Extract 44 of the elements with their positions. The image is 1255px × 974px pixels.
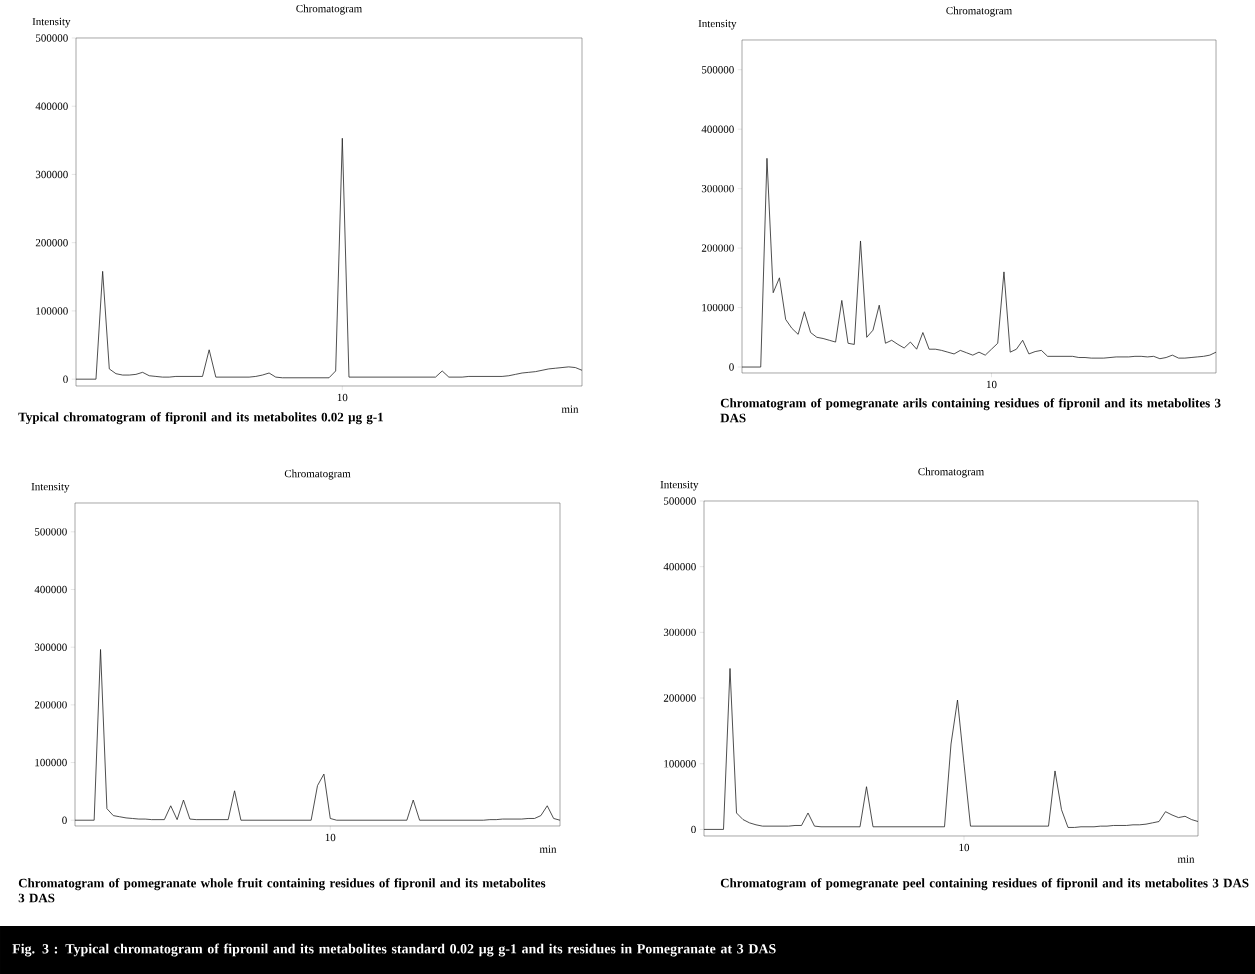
y-tick-label: 200000 <box>34 701 67 709</box>
y-tick-label: 300000 <box>663 628 696 637</box>
y-tick-label: 400000 <box>34 585 67 594</box>
text: Chromatogram of pomegranate peel containing residues of fipronil and its metabolites 3 DAS <box>720 878 1249 891</box>
text: Chromatogram of pomegranate arils containing residues of fipronil and its metabolites 3 DAS <box>720 398 1221 423</box>
y-tick-label: 300000 <box>34 643 67 651</box>
y-tick-label: 100000 <box>702 303 734 312</box>
y-tick-label: 100000 <box>664 760 696 768</box>
x-tick-label: 10 <box>337 393 348 402</box>
y-axis-title: Intensity <box>32 17 71 28</box>
y-tick-label: 0 <box>691 825 696 834</box>
x-axis-title: min <box>561 405 579 413</box>
y-tick-label: 200000 <box>663 694 696 702</box>
y-axis-title: Intensity <box>31 482 70 493</box>
y-tick-label: 0 <box>729 363 734 371</box>
y-tick-label: 400000 <box>701 125 734 133</box>
chart-title: Chromatogram <box>946 6 1013 17</box>
chart-title: Chromatogram <box>284 469 351 480</box>
x-axis-title: min <box>539 845 557 853</box>
x-tick-label: 10 <box>986 380 997 389</box>
y-tick-label: 0 <box>62 816 67 824</box>
y-tick-label: 100000 <box>36 307 68 315</box>
y-tick-label: 0 <box>63 375 68 383</box>
y-tick-label: 500000 <box>36 34 68 42</box>
x-tick-label: 10 <box>959 843 970 852</box>
caption: Fig. 3 : Typical chromatogram of fipronil and its metabolites standard 0.02 µg g-1 and its residues in Pomegranate at 3 DAS <box>12 943 776 957</box>
y-tick-label: 400000 <box>35 102 68 110</box>
y-tick-label: 400000 <box>663 562 696 571</box>
text: Typical chromatogram of fipronil and its metabolites 0.02 µg g-1 <box>18 412 383 425</box>
x-axis-title: min <box>1177 855 1195 863</box>
y-tick-label: 500000 <box>35 528 67 536</box>
y-axis-title: Intensity <box>698 19 737 30</box>
y-tick-label: 100000 <box>35 758 67 767</box>
y-tick-label: 300000 <box>701 184 734 193</box>
y-tick-label: 500000 <box>664 497 696 505</box>
chart-title: Chromatogram <box>918 467 985 478</box>
text: Chromatogram of pomegranate whole fruit containing residues of fipronil and its metabolites 3 DAS <box>18 878 546 903</box>
y-tick-label: 500000 <box>702 66 734 74</box>
y-tick-label: 200000 <box>701 244 734 252</box>
y-tick-label: 300000 <box>35 170 68 179</box>
y-axis-title: Intensity <box>660 480 699 491</box>
x-tick-label: 10 <box>325 833 336 842</box>
y-tick-label: 200000 <box>35 239 68 247</box>
chart-title: Chromatogram <box>296 4 363 15</box>
